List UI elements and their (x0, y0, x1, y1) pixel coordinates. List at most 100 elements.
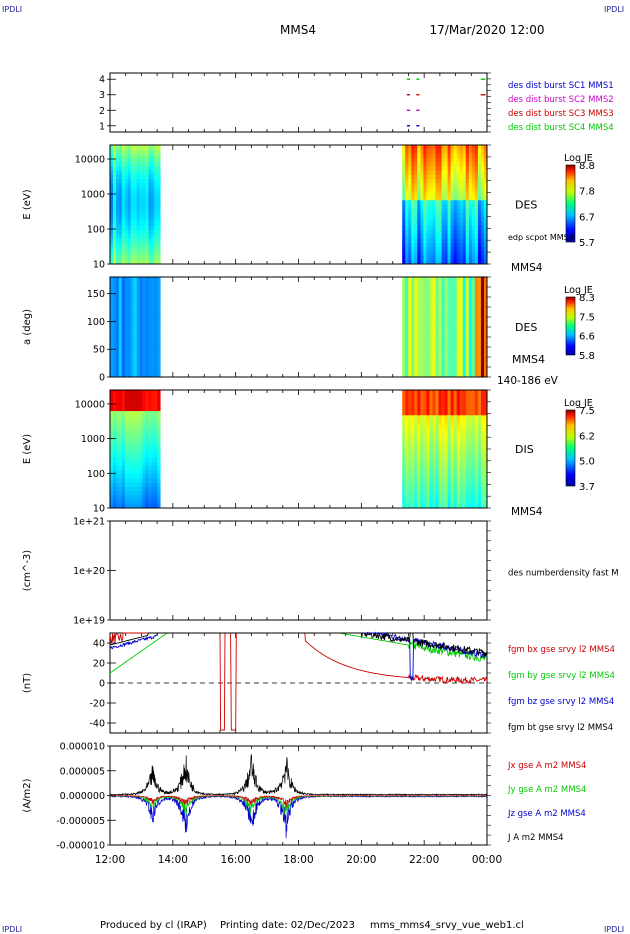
des-pitch-cell (402, 294, 406, 299)
dis-energy-cell (483, 406, 488, 412)
des-pitch-cell (444, 334, 448, 339)
des-energy-cell (474, 153, 479, 159)
dis-energy-cell (417, 440, 421, 446)
des-energy-cell (118, 225, 123, 231)
des-energy-cell (110, 234, 114, 239)
des-energy-cell (429, 221, 433, 227)
dis-energy-cell (417, 461, 421, 467)
dis-energy-cell (432, 427, 436, 433)
dis-energy-cell (151, 453, 155, 458)
des-pitch-cell (471, 316, 476, 321)
dis-energy-cell (118, 398, 123, 403)
des-pitch-cell (468, 355, 473, 360)
dis-energy-cell (459, 436, 464, 441)
des-energy-cell (480, 145, 485, 150)
des-energy-cell (127, 149, 131, 154)
des-energy-cell (456, 247, 461, 252)
des-energy-cell (157, 217, 161, 222)
dis-energy-cell (402, 478, 406, 484)
des-pitch-cell (471, 319, 476, 324)
des-energy-cell (447, 157, 451, 163)
des-pitch-cell (127, 291, 131, 296)
des-energy-cell (405, 179, 409, 184)
dis-energy-cell (429, 436, 433, 441)
des-energy-cell (468, 221, 473, 227)
des-pitch-cell (420, 362, 424, 367)
dis-energy-cell (438, 440, 442, 446)
des-pitch-cell (435, 287, 439, 292)
dis-energy-cell (426, 444, 430, 450)
des-energy-cell (402, 208, 406, 214)
dis-energy-cell (450, 495, 454, 500)
des-pitch-cell (444, 287, 448, 292)
dis-energy-cell (420, 390, 424, 395)
des-energy-cell (459, 153, 464, 159)
des-energy-cell (456, 225, 461, 231)
dis-energy-cell (115, 432, 120, 437)
dis-energy-cell (435, 436, 439, 441)
des-energy-cell (456, 200, 461, 205)
dis-energy-cell (447, 465, 451, 471)
des-pitch-cell (121, 344, 126, 349)
des-pitch-cell (462, 287, 467, 292)
des-energy-cell (145, 204, 149, 210)
des-energy-cell (151, 166, 155, 171)
dis-energy-cell (468, 461, 473, 467)
dis-energy-cell (136, 402, 140, 408)
des-energy-cell (112, 166, 117, 171)
des-energy-cell (465, 200, 470, 205)
des-pitch-cell (118, 352, 123, 356)
des-energy-cell (411, 166, 415, 171)
des-energy-cell (432, 153, 436, 159)
des-pitch-cell (480, 334, 485, 339)
corner-mark-top-left: IPDLI (2, 5, 22, 14)
dis-energy-cell (130, 423, 134, 429)
des-pitch-cell (447, 316, 451, 321)
des-energy-cell (435, 196, 439, 201)
des-pitch-cell (435, 344, 439, 349)
des-pitch-cell (429, 298, 433, 303)
dis-energy-cell (477, 457, 482, 462)
des-pitch-cell (136, 362, 140, 367)
dis-energy-cell (414, 406, 418, 412)
des-pitch-cell (414, 348, 418, 353)
des-energy-cell (420, 255, 424, 261)
des-pitch-cell (423, 323, 427, 328)
des-pitch-cell (145, 337, 149, 342)
des-energy-cell (145, 225, 149, 231)
des-pitch-cell (148, 366, 152, 371)
des-pitch-cell (471, 284, 476, 289)
des-energy-cell (139, 204, 143, 210)
des-pitch-cell (112, 359, 117, 364)
des-pitch-cell (465, 291, 470, 296)
dis-energy-cell (432, 461, 436, 467)
des-energy-cell (471, 255, 476, 261)
dis-energy-cell (444, 449, 448, 454)
des-energy-cell (121, 251, 126, 256)
des-pitch-cell (471, 330, 476, 335)
des-pitch-cell (157, 319, 161, 324)
dis-energy-cell (417, 486, 421, 492)
des-pitch-cell (435, 373, 439, 378)
dis-energy-cell (110, 444, 114, 450)
des-pitch-cell (447, 352, 451, 356)
des-pitch-cell (115, 337, 120, 342)
dis-energy-cell (157, 406, 161, 412)
des-energy-cell (405, 200, 409, 205)
magnetic-field-legend-entry: fgm bx gse srvy l2 MMS4 (508, 645, 615, 655)
des-pitch-cell (423, 327, 427, 331)
des-pitch-cell (115, 348, 120, 353)
des-energy-cell (130, 217, 134, 222)
dis-energy-cell (139, 444, 143, 450)
des-pitch-cell (157, 330, 161, 335)
dis-energy-cell (480, 436, 485, 441)
des-energy-cell (118, 208, 123, 214)
des-pitch-cell (408, 294, 412, 299)
des-pitch-cell (450, 294, 454, 299)
dis-energy-cell (444, 461, 448, 467)
dis-energy-cell (402, 449, 406, 454)
dis-energy-cell (456, 495, 461, 500)
dis-energy-cell (423, 491, 427, 496)
des-energy-cell (477, 251, 482, 256)
des-energy-cell (136, 145, 140, 150)
